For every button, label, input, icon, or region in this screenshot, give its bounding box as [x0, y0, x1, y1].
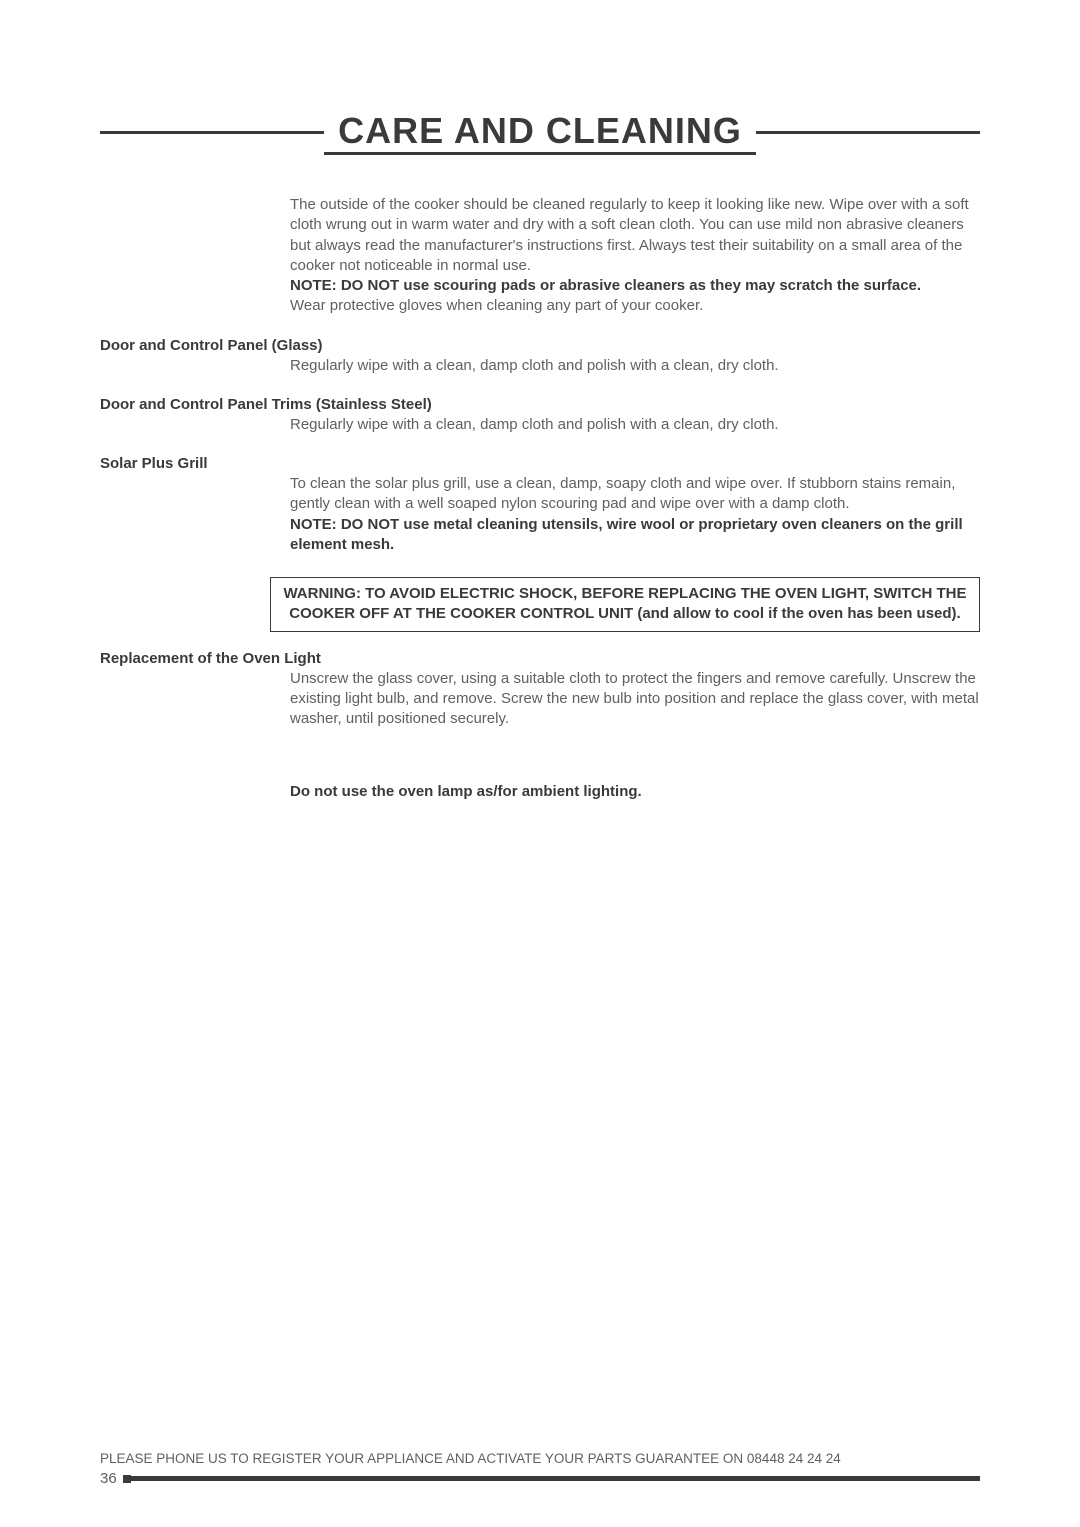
body-door-glass: Regularly wipe with a clean, damp cloth … [290, 356, 980, 376]
heading-solar-grill: Solar Plus Grill [100, 455, 980, 472]
body-solar-grill: To clean the solar plus grill, use a cle… [290, 474, 980, 555]
page-footer: PLEASE PHONE US TO REGISTER YOUR APPLIAN… [100, 1451, 980, 1487]
footer-register-text: PLEASE PHONE US TO REGISTER YOUR APPLIAN… [100, 1451, 980, 1466]
title-line-left [100, 131, 324, 134]
lamp-note: Do not use the oven lamp as/for ambient … [290, 783, 980, 800]
title-line-right [756, 131, 980, 134]
heading-replace-light: Replacement of the Oven Light [100, 650, 980, 667]
footer-line [131, 1476, 980, 1481]
page-number: 36 [100, 1470, 117, 1487]
heading-door-glass: Door and Control Panel (Glass) [100, 337, 980, 354]
intro-gloves: Wear protective gloves when cleaning any… [290, 296, 980, 316]
page-title-wrap: CARE AND CLEANING [100, 110, 980, 155]
intro-paragraph: The outside of the cooker should be clea… [290, 195, 980, 276]
solar-body-text: To clean the solar plus grill, use a cle… [290, 474, 980, 515]
solar-note: NOTE: DO NOT use metal cleaning utensils… [290, 515, 980, 556]
body-replace-light: Unscrew the glass cover, using a suitabl… [290, 669, 980, 730]
warning-box: WARNING: TO AVOID ELECTRIC SHOCK, BEFORE… [270, 577, 980, 632]
footer-bar: 36 [100, 1470, 980, 1487]
heading-door-stainless: Door and Control Panel Trims (Stainless … [100, 396, 980, 413]
page-title: CARE AND CLEANING [324, 110, 756, 155]
body-door-stainless: Regularly wipe with a clean, damp cloth … [290, 415, 980, 435]
footer-dot-icon [123, 1475, 131, 1483]
intro-note: NOTE: DO NOT use scouring pads or abrasi… [290, 276, 980, 296]
intro-block: The outside of the cooker should be clea… [290, 195, 980, 317]
